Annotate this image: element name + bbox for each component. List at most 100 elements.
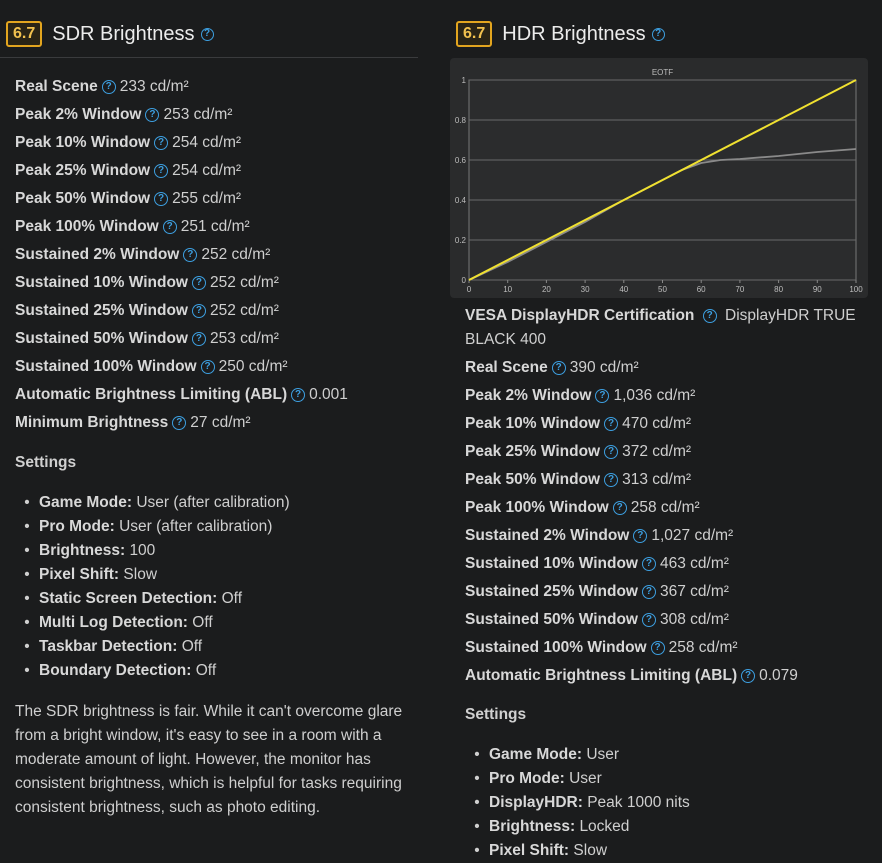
question-circle-icon[interactable]: ?: [154, 135, 169, 150]
setting-value: Off: [221, 590, 243, 607]
measurement-row: Sustained 25% Window? 252 cd/m²: [15, 297, 348, 325]
question-circle-icon[interactable]: ?: [154, 191, 169, 206]
measurement-label: Peak 10% Window: [15, 134, 151, 151]
sdr-measurements: Real Scene? 233 cd/m² Peak 2% Window? 253 c…: [15, 73, 348, 437]
measurement-row: Automatic Brightness Limiting (ABL)? 0.00…: [15, 381, 348, 409]
question-circle-icon[interactable]: ?: [651, 27, 665, 41]
question-circle-icon[interactable]: ?: [702, 308, 717, 323]
eotf-chart: 0 0.2 0.4 0.6 0.8 1 0 10 20 30 40 50 60 70 80 90 100 EOTF: [450, 58, 868, 298]
measurement-row: Peak 25% Window? 254 cd/m²: [15, 157, 348, 185]
sdr-settings-list: Game Mode: User (after calibration)Pro M…: [15, 491, 290, 683]
measurement-value: 0.079: [759, 667, 798, 684]
measurement-value: 390 cd/m²: [569, 359, 639, 376]
setting-value: Off: [181, 638, 203, 655]
setting-item: Taskbar Detection: Off: [15, 635, 290, 659]
question-circle-icon[interactable]: ?: [551, 360, 566, 375]
measurement-label: Automatic Brightness Limiting (ABL): [465, 667, 738, 684]
measurement-label: Sustained 2% Window: [465, 527, 630, 544]
question-circle-icon[interactable]: ?: [183, 247, 198, 262]
measurement-label: Minimum Brightness: [15, 414, 169, 431]
question-circle-icon[interactable]: ?: [604, 416, 619, 431]
measurement-row: Real Scene? 233 cd/m²: [15, 73, 348, 101]
y-tick-label: 0: [462, 276, 467, 285]
measurement-label: Peak 2% Window: [15, 106, 142, 123]
x-tick-label: 80: [774, 285, 783, 294]
measurement-row: Peak 10% Window? 254 cd/m²: [15, 129, 348, 157]
measurement-label: Peak 25% Window: [15, 162, 151, 179]
setting-item: Pro Mode: User (after calibration): [15, 515, 290, 539]
measurement-label: Real Scene: [15, 78, 98, 95]
hdr-settings-heading: Settings: [465, 706, 527, 723]
question-circle-icon[interactable]: ?: [191, 303, 206, 318]
question-circle-icon[interactable]: ?: [650, 640, 665, 655]
question-circle-icon[interactable]: ?: [633, 528, 648, 543]
measurement-value: 254 cd/m²: [172, 162, 242, 179]
question-circle-icon[interactable]: ?: [191, 275, 206, 290]
y-tick-label: 0.4: [455, 196, 467, 205]
setting-label: Multi Log Detection:: [39, 614, 188, 631]
measurement-value: 313 cd/m²: [622, 471, 692, 488]
question-circle-icon[interactable]: ?: [741, 668, 756, 683]
question-circle-icon[interactable]: ?: [291, 387, 306, 402]
measurement-row: Peak 50% Window? 313 cd/m²: [465, 466, 875, 494]
measurement-value: 0.001: [309, 386, 348, 403]
measurement-row: Sustained 2% Window? 252 cd/m²: [15, 241, 348, 269]
measurement-row: Minimum Brightness? 27 cd/m²: [15, 409, 348, 437]
question-circle-icon[interactable]: ?: [604, 472, 619, 487]
question-circle-icon[interactable]: ?: [162, 219, 177, 234]
setting-label: Game Mode:: [39, 494, 133, 511]
question-circle-icon[interactable]: ?: [200, 359, 215, 374]
x-tick-label: 20: [542, 285, 551, 294]
setting-item: Pixel Shift: Slow: [15, 563, 290, 587]
setting-value: Locked: [579, 818, 630, 835]
measurement-value: 252 cd/m²: [209, 274, 279, 291]
setting-item: Static Screen Detection: Off: [15, 587, 290, 611]
measurement-value: 250 cd/m²: [218, 358, 288, 375]
question-circle-icon[interactable]: ?: [641, 612, 656, 627]
question-circle-icon[interactable]: ?: [191, 331, 206, 346]
measurement-value: 255 cd/m²: [172, 190, 242, 207]
question-circle-icon[interactable]: ?: [604, 444, 619, 459]
question-circle-icon[interactable]: ?: [641, 556, 656, 571]
measurement-value: 258 cd/m²: [668, 639, 738, 656]
setting-item: DisplayHDR: Peak 1000 nits: [465, 791, 690, 815]
question-circle-icon[interactable]: ?: [172, 415, 187, 430]
hdr-score-badge: 6.7: [456, 21, 493, 47]
setting-item: Pro Mode: User: [465, 767, 690, 791]
hdr-certification-row: VESA DisplayHDR Certification ? DisplayH…: [465, 302, 875, 352]
measurement-label: Peak 25% Window: [465, 443, 601, 460]
question-circle-icon[interactable]: ?: [595, 388, 610, 403]
measurement-label: Sustained 10% Window: [15, 274, 188, 291]
setting-value: Peak 1000 nits: [587, 794, 690, 811]
setting-value: User: [569, 770, 602, 787]
measurement-value: 251 cd/m²: [180, 218, 250, 235]
measurement-row: Peak 10% Window? 470 cd/m²: [465, 410, 875, 438]
measurement-label: Peak 100% Window: [15, 218, 159, 235]
y-tick-label: 0.8: [455, 116, 467, 125]
x-tick-label: 90: [813, 285, 822, 294]
setting-label: Pro Mode:: [489, 770, 565, 787]
setting-item: Game Mode: User: [465, 743, 690, 767]
hdr-title: HDR Brightness: [502, 22, 646, 45]
sdr-settings-heading: Settings: [15, 454, 77, 471]
sdr-description: The SDR brightness is fair. While it can…: [15, 703, 403, 816]
question-circle-icon[interactable]: ?: [200, 27, 214, 41]
y-tick-label: 0.2: [455, 236, 467, 245]
question-circle-icon[interactable]: ?: [145, 107, 160, 122]
setting-value: 100: [129, 542, 156, 559]
target-eotf-line: [468, 79, 857, 281]
x-tick-label: 10: [503, 285, 512, 294]
x-tick-label: 40: [619, 285, 628, 294]
question-circle-icon[interactable]: ?: [641, 584, 656, 599]
measurement-value: 308 cd/m²: [659, 611, 729, 628]
question-circle-icon[interactable]: ?: [154, 163, 169, 178]
measurement-value: 27 cd/m²: [190, 414, 251, 431]
measurement-row: Peak 25% Window? 372 cd/m²: [465, 438, 875, 466]
question-circle-icon[interactable]: ?: [612, 500, 627, 515]
setting-value: User (after calibration): [119, 518, 273, 535]
question-circle-icon[interactable]: ?: [101, 79, 116, 94]
measurement-row: Automatic Brightness Limiting (ABL)? 0.07…: [465, 662, 875, 690]
setting-item: Boundary Detection: Off: [15, 659, 290, 683]
measurement-label: Sustained 25% Window: [465, 583, 638, 600]
